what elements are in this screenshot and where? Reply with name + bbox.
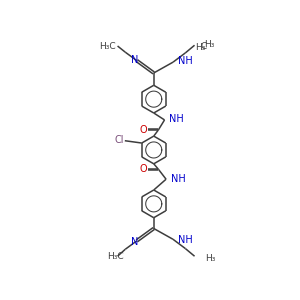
Text: H₃: H₃ <box>195 43 206 52</box>
Text: O: O <box>139 164 147 174</box>
Text: NH: NH <box>169 114 184 124</box>
Text: Cl: Cl <box>115 135 124 145</box>
Text: H₃: H₃ <box>205 254 216 263</box>
Text: H₃C: H₃C <box>107 252 124 261</box>
Text: H₃: H₃ <box>204 40 214 49</box>
Text: NH: NH <box>171 174 185 184</box>
Text: O: O <box>139 125 147 135</box>
Text: C: C <box>201 41 207 50</box>
Text: N: N <box>131 55 138 65</box>
Text: N: N <box>131 237 138 247</box>
Text: NH: NH <box>178 56 193 66</box>
Text: H₃C: H₃C <box>99 42 116 51</box>
Text: NH: NH <box>178 235 193 245</box>
